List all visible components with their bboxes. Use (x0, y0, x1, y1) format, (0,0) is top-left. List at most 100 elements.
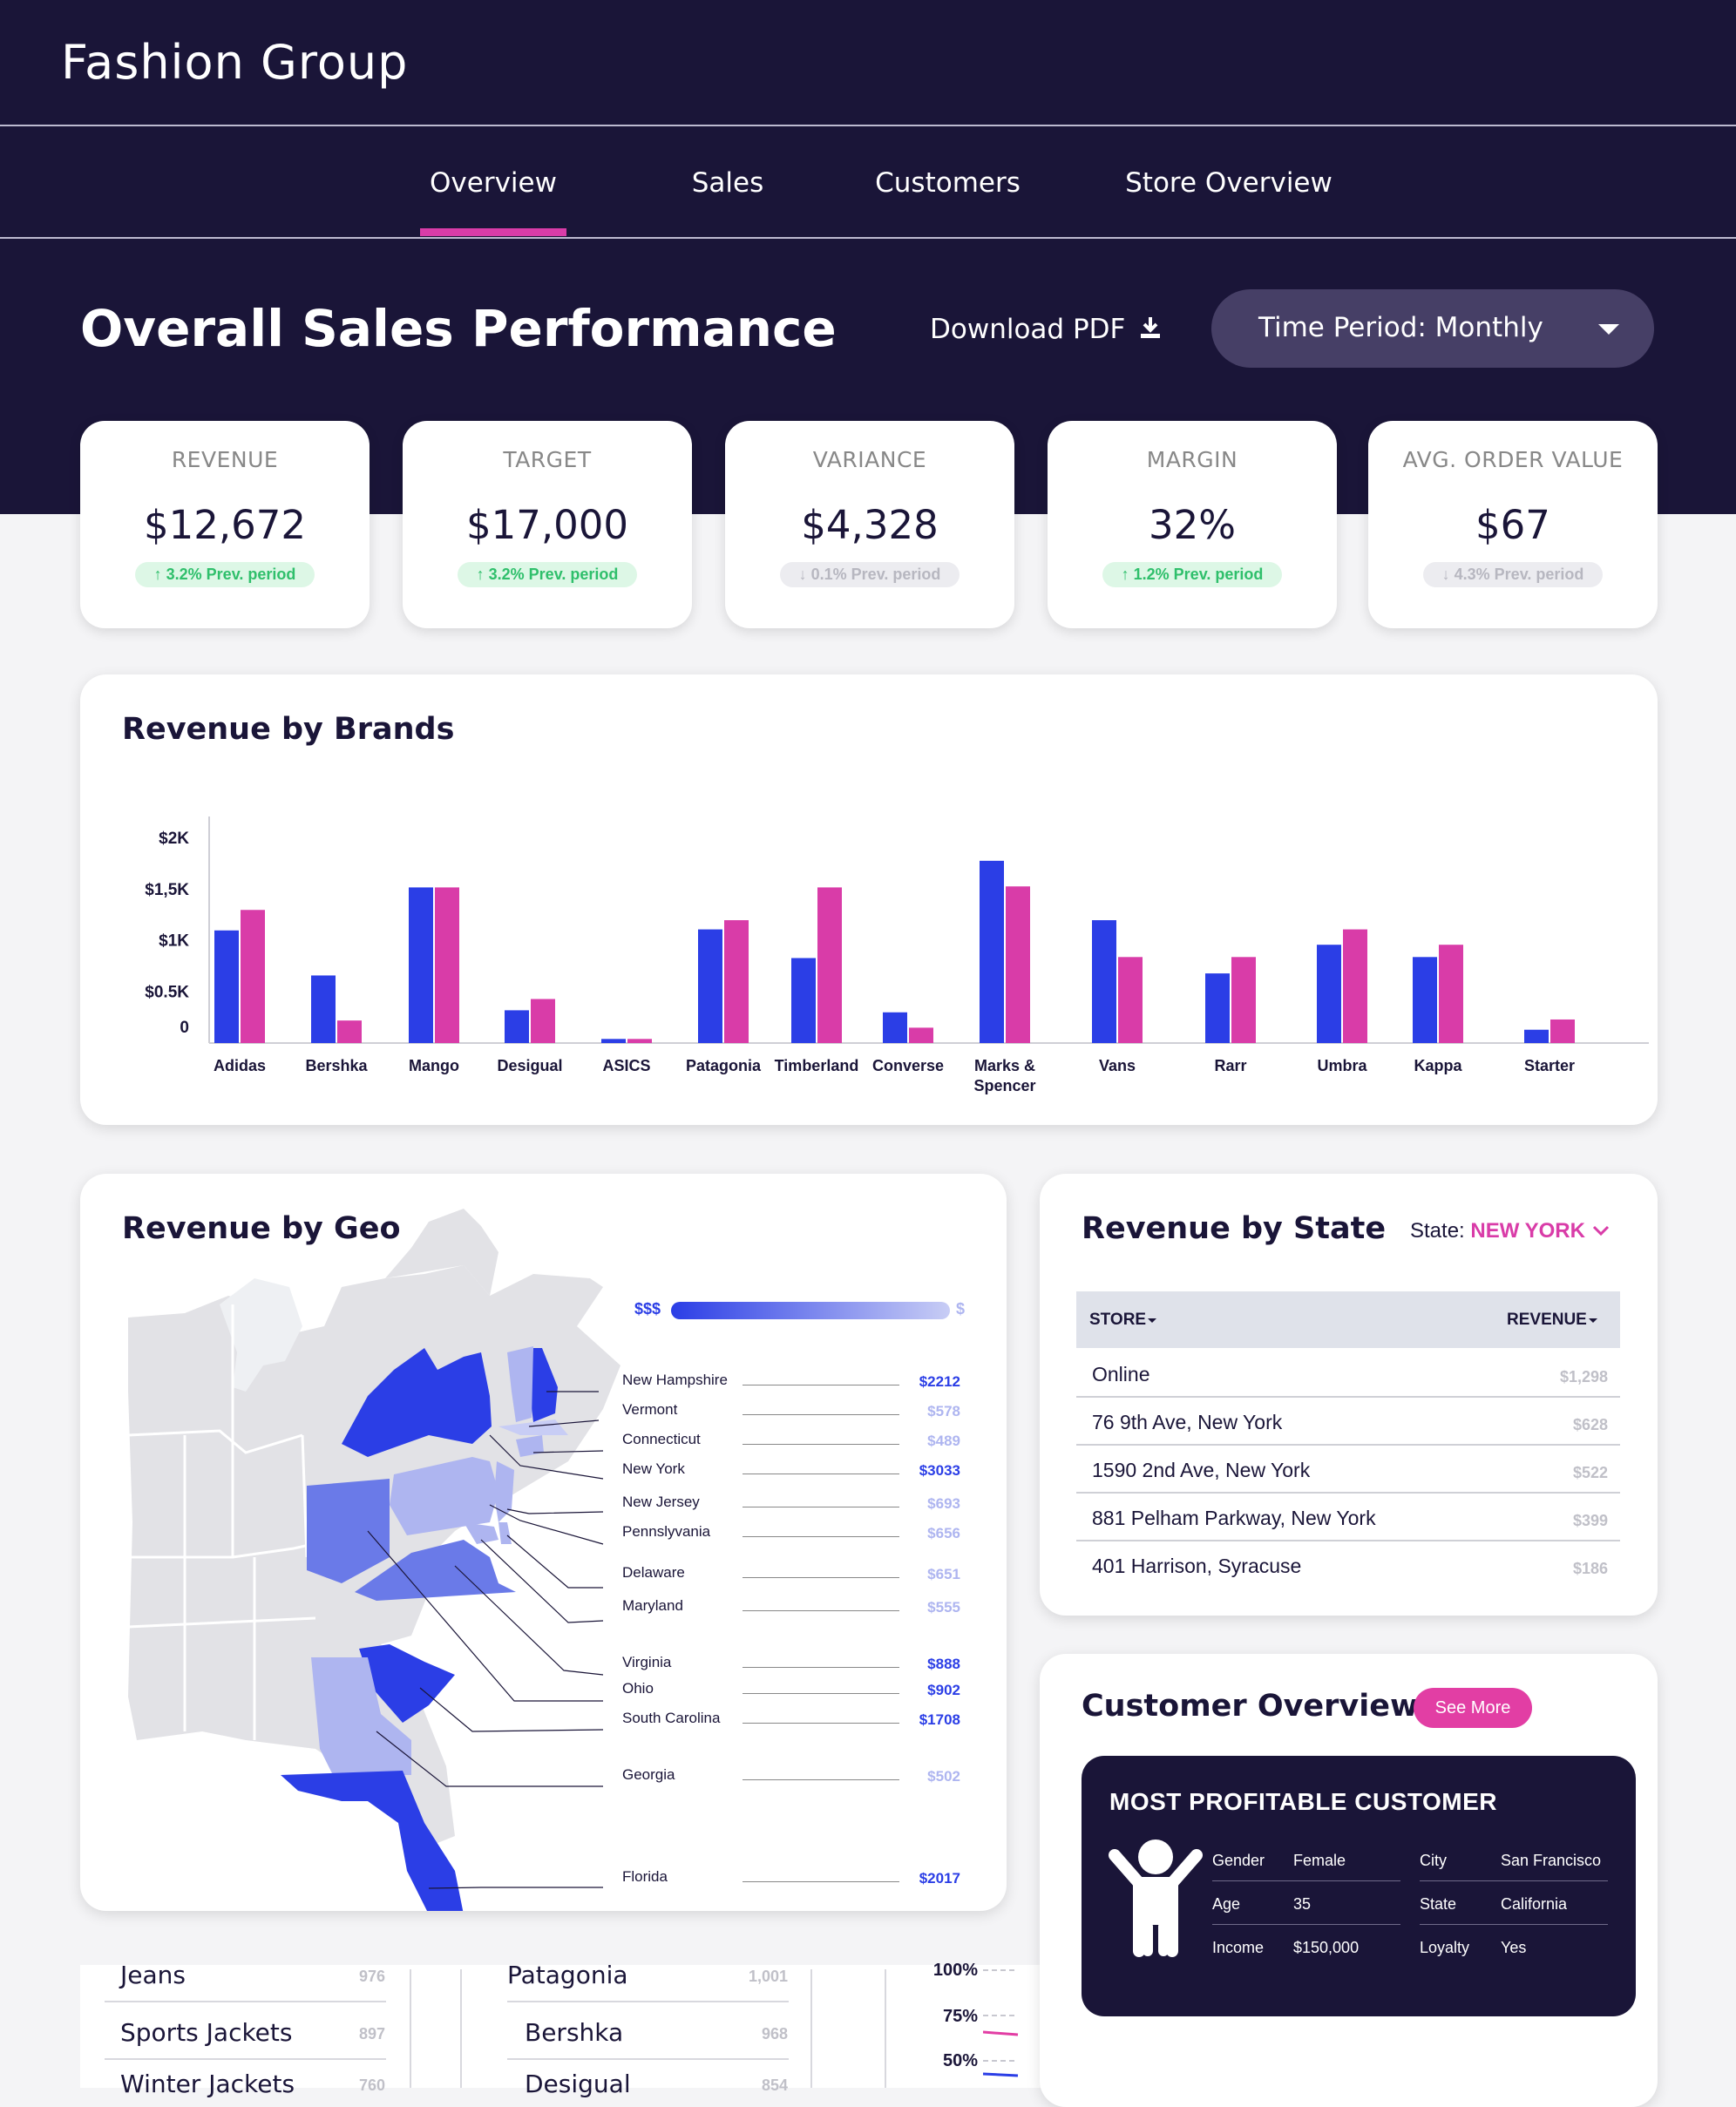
bar-series-1[interactable] (1092, 920, 1116, 1043)
kpi-change-text: 0.1% Prev. period (810, 566, 941, 583)
new-york-state (342, 1348, 492, 1457)
bar-series-1[interactable] (214, 930, 239, 1043)
bar-series-1[interactable] (409, 887, 433, 1043)
list-item-value: 1,001 (748, 1968, 788, 1985)
bar-series-2[interactable] (817, 887, 842, 1043)
bar-series-2[interactable] (724, 920, 749, 1043)
bar-series-2[interactable] (1231, 957, 1256, 1043)
app-logo[interactable]: Fashion Group (61, 35, 409, 90)
bar-series-2[interactable] (1343, 929, 1367, 1043)
bar-series-1[interactable] (601, 1039, 626, 1043)
divider (1420, 1924, 1608, 1925)
state-selector[interactable]: State: NEW YORK (1410, 1219, 1611, 1243)
geo-leader-line (743, 1444, 899, 1445)
kpi-change-badge: ↑ 3.2% Prev. period (134, 562, 315, 587)
state-selector-label: State: (1410, 1219, 1465, 1243)
bar-series-2[interactable] (627, 1039, 652, 1043)
geo-state-label: New York (622, 1460, 685, 1477)
tab-overview[interactable]: Overview (430, 167, 557, 199)
geo-state-label: Delaware (622, 1564, 685, 1581)
geo-state-value: $502 (927, 1768, 960, 1785)
table-row[interactable]: 76 9th Ave, New York $628 (1076, 1409, 1620, 1457)
list-item-value: 897 (358, 2025, 385, 2043)
bar-series-1[interactable] (791, 958, 816, 1043)
bar-series-1[interactable] (1413, 957, 1437, 1043)
tab-sales[interactable]: Sales (691, 167, 764, 199)
bar-series-1[interactable] (980, 860, 1004, 1043)
income-key: Income (1212, 1939, 1265, 1956)
bar-series-2[interactable] (1550, 1019, 1575, 1043)
kpi-value: $12,672 (143, 502, 307, 548)
active-tab-indicator (420, 228, 566, 236)
kpi-value: $17,000 (465, 502, 629, 548)
geo-leader-line (743, 1693, 899, 1694)
table-row[interactable]: 401 Harrison, Syracuse $186 (1076, 1553, 1620, 1601)
kpi-change-badge: ↓ 4.3% Prev. period (1422, 562, 1604, 587)
x-tick-label: Converse (872, 1057, 944, 1074)
bar-series-2[interactable] (1439, 945, 1463, 1043)
geo-state-value: $693 (927, 1495, 960, 1512)
time-period-label: Time Period: Monthly (1258, 312, 1543, 343)
x-tick-label: ASICS (602, 1057, 650, 1074)
bar-series-2[interactable] (337, 1020, 362, 1043)
time-period-dropdown[interactable]: Time Period: Monthly (1211, 289, 1654, 368)
table-row[interactable]: 1590 2nd Ave, New York $522 (1076, 1457, 1620, 1505)
column-header-store-label: STORE (1089, 1311, 1147, 1329)
kpi-value: 32% (1148, 502, 1237, 548)
y-tick-label: $0.5K (145, 983, 189, 1001)
bar-series-1[interactable] (505, 1010, 529, 1043)
divider (507, 2001, 789, 2002)
gender-value: Female (1293, 1852, 1346, 1869)
table-row[interactable]: 881 Pelham Parkway, New York $399 (1076, 1505, 1620, 1553)
bar-series-2[interactable] (241, 910, 265, 1043)
tab-store-overview[interactable]: Store Overview (1125, 167, 1333, 199)
column-header-revenue[interactable]: REVENUE (1507, 1311, 1599, 1330)
bar-series-2[interactable] (531, 999, 555, 1043)
caret-down-icon (1598, 324, 1619, 335)
bar-series-2[interactable] (909, 1027, 933, 1043)
divider (1212, 1880, 1400, 1881)
bar-series-2[interactable] (435, 887, 459, 1043)
see-more-button[interactable]: See More (1414, 1688, 1532, 1728)
bar-series-1[interactable] (1205, 973, 1230, 1043)
geo-state-value: $578 (927, 1403, 960, 1419)
bar-series-2[interactable] (1006, 886, 1030, 1043)
column-header-store[interactable]: STORE (1089, 1311, 1158, 1330)
card-edge (810, 1969, 812, 2088)
download-pdf-button[interactable]: Download PDF (930, 314, 1162, 345)
bar-series-2[interactable] (1118, 957, 1143, 1043)
geo-state-label: Pennslyvania (622, 1523, 711, 1540)
kpi-label: REVENUE (171, 447, 279, 472)
bar-series-1[interactable] (1317, 945, 1341, 1043)
store-revenue: $628 (1572, 1416, 1608, 1433)
divider (1420, 1880, 1608, 1881)
table-row[interactable]: Online $1,298 (1076, 1361, 1620, 1409)
kpi-label: AVG. ORDER VALUE (1402, 447, 1624, 472)
kpi-label: MARGIN (1146, 447, 1238, 472)
tab-customers[interactable]: Customers (875, 167, 1021, 199)
x-tick-label: Bershka (305, 1057, 368, 1074)
person-icon (1109, 1839, 1203, 1957)
percent-label: 75% (942, 2007, 978, 2026)
geo-state-value: $2212 (919, 1373, 960, 1390)
most-profitable-title: MOST PROFITABLE CUSTOMER (1109, 1788, 1497, 1815)
y-tick-label: $1,5K (145, 881, 189, 899)
bar-series-1[interactable] (311, 975, 336, 1043)
geo-leader-line (743, 1881, 899, 1882)
list-item-value: 968 (761, 2025, 788, 2043)
y-tick-label: 0 (180, 1019, 189, 1037)
divider (507, 2058, 789, 2060)
geo-state-label: New Jersey (622, 1494, 700, 1510)
download-icon (1141, 317, 1161, 338)
geo-legend-low: $ (956, 1300, 966, 1318)
divider (0, 237, 1736, 239)
geo-leader-line (743, 1610, 899, 1611)
kpi-label: VARIANCE (812, 447, 927, 472)
bar-series-1[interactable] (698, 929, 722, 1043)
geo-state-label: South Carolina (622, 1710, 721, 1726)
bar-series-1[interactable] (883, 1012, 907, 1043)
bar-series-1[interactable] (1524, 1029, 1549, 1043)
list-item-label: Bershka (525, 2018, 624, 2047)
geo-state-value: $651 (927, 1566, 960, 1582)
kpi-value: $67 (1475, 502, 1550, 548)
